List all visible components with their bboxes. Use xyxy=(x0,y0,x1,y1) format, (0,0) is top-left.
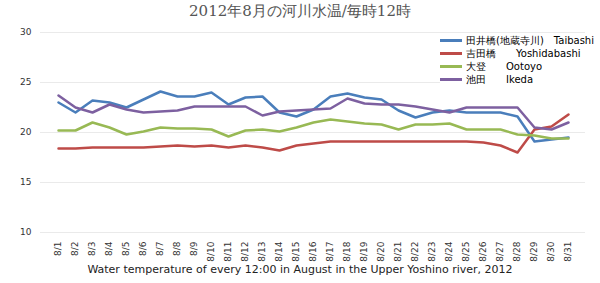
svg-text:10: 10 xyxy=(20,227,32,237)
svg-text:8/7: 8/7 xyxy=(155,242,165,256)
html-text:池田 Ikeda: 池田 Ikeda xyxy=(466,73,533,85)
svg-text:8/3: 8/3 xyxy=(87,242,97,256)
svg-text:8/23: 8/23 xyxy=(427,242,437,262)
svg-text:8/17: 8/17 xyxy=(325,242,335,262)
svg-text:8/19: 8/19 xyxy=(359,241,369,261)
svg-text:8/5: 8/5 xyxy=(121,242,131,256)
svg-text:8/30: 8/30 xyxy=(546,241,556,261)
svg-text:20: 20 xyxy=(20,127,32,137)
svg-text:8/10: 8/10 xyxy=(206,241,216,261)
svg-text:8/28: 8/28 xyxy=(512,241,522,261)
svg-text:8/21: 8/21 xyxy=(393,242,403,262)
svg-text:8/16: 8/16 xyxy=(308,241,318,261)
svg-text:8/11: 8/11 xyxy=(223,242,233,262)
svg-text:8/2: 8/2 xyxy=(70,242,80,256)
html-text:2012年8月の河川水温/毎時12時: 2012年8月の河川水温/毎時12時 xyxy=(189,2,411,20)
svg-text:8/18: 8/18 xyxy=(342,241,352,261)
svg-text:30: 30 xyxy=(20,27,32,37)
svg-text:8/29: 8/29 xyxy=(529,241,539,261)
svg-text:15: 15 xyxy=(20,177,31,187)
svg-text:8/27: 8/27 xyxy=(495,242,505,262)
svg-text:8/6: 8/6 xyxy=(138,241,148,256)
svg-text:8/26: 8/26 xyxy=(478,241,488,261)
svg-text:8/31: 8/31 xyxy=(563,242,573,262)
html-text:吉田橋 Yoshidabashi: 吉田橋 Yoshidabashi xyxy=(466,47,581,59)
svg-text:8/22: 8/22 xyxy=(410,242,420,262)
svg-text:8/4: 8/4 xyxy=(104,241,114,256)
svg-text:8/1: 8/1 xyxy=(53,242,63,256)
svg-text:8/8: 8/8 xyxy=(172,241,182,256)
svg-text:8/14: 8/14 xyxy=(274,241,284,261)
svg-text:8/15: 8/15 xyxy=(291,242,301,262)
svg-text:8/25: 8/25 xyxy=(461,242,471,262)
svg-text:8/9: 8/9 xyxy=(189,241,199,256)
svg-text:8/20: 8/20 xyxy=(376,241,386,261)
html-text:田井橋(地蔵寺川) Taibashi: 田井橋(地蔵寺川) Taibashi xyxy=(466,34,594,46)
svg-text:8/12: 8/12 xyxy=(240,242,250,262)
html-text:大登 Ootoyo: 大登 Ootoyo xyxy=(466,60,543,72)
html-text:Water temperature of every 12:: Water temperature of every 12:00 in Augu… xyxy=(87,263,513,276)
svg-text:8/24: 8/24 xyxy=(444,241,454,261)
svg-text:8/13: 8/13 xyxy=(257,242,267,262)
svg-text:25: 25 xyxy=(20,77,31,87)
